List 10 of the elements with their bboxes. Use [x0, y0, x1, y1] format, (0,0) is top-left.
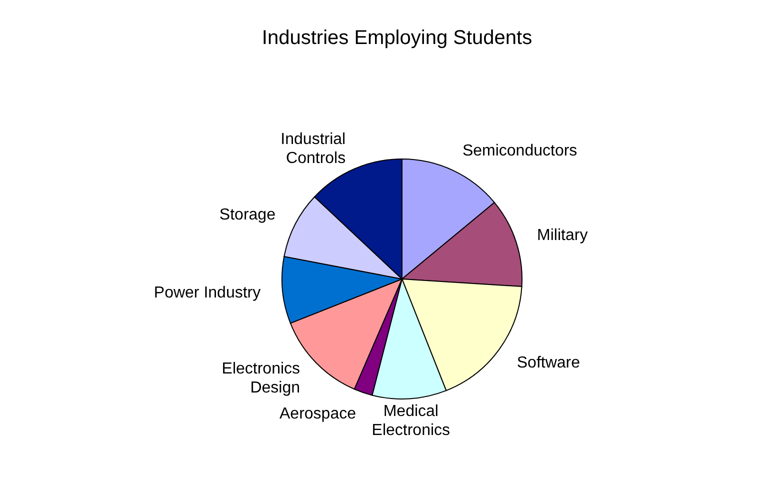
slice-label: Industrial Controls — [280, 130, 346, 167]
slice-label: Electronics Design — [222, 360, 300, 396]
slice-label: Aerospace — [280, 404, 356, 422]
slice-label: Semiconductors — [462, 142, 578, 160]
chart-title: Industries Employing Students — [262, 27, 532, 49]
slice-label: Military — [537, 226, 588, 244]
slice-label: Power Industry — [154, 284, 261, 301]
slice-label: Software — [516, 354, 580, 371]
slice-label: Storage — [219, 206, 276, 224]
slice-label: Medical Electronics — [372, 402, 450, 439]
